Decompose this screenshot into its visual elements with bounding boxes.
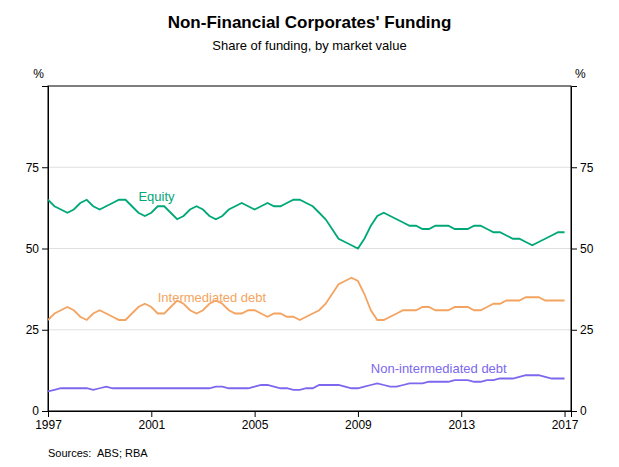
grid [48,167,571,411]
tick: 50 [26,242,48,256]
y-axis: 0 25 50 75 [26,87,49,419]
y2-axis: 0 25 50 75 [571,87,594,419]
tick-mark [571,330,577,331]
tick-label: 75 [580,161,594,175]
tick: 0 [32,404,48,418]
series-line [48,278,565,320]
tick-label: 25 [26,323,40,337]
tick-label: 1997 [35,418,62,432]
grid-line [48,329,571,330]
tick: 2017 [552,411,579,432]
tick-label: 0 [32,404,39,418]
tick: 75 [26,161,48,175]
line-label: Non-intermediated debt [371,361,507,376]
subtitle: Share of funding, by market value [212,38,406,53]
title: Non-Financial Corporates' Funding [168,13,452,32]
tick: 2009 [345,411,372,432]
line-label: Intermediated debt [158,290,267,305]
tick-label: 75 [26,161,40,175]
tick-label: 0 [580,404,587,418]
tick-mark [571,167,577,168]
series-line [48,200,565,249]
plot: 19972001200520092013201702550750255075%%… [26,67,594,432]
tick-label: 2001 [138,418,165,432]
tick-label: 50 [580,242,594,256]
tick-mark [151,411,152,417]
axis-line [572,87,578,412]
line-labels: Equity Intermediated debt Non-intermediate… [138,189,507,376]
y2-axis-label: % [575,67,586,81]
tick-label: 2009 [345,418,372,432]
tick-mark [42,167,48,168]
tick-label: 25 [580,323,594,337]
source: Sources: ABS; RBA [48,447,148,459]
grid-line [48,167,571,168]
tick-mark [571,249,577,250]
line-label: Equity [138,189,175,204]
tick: 75 [571,161,594,175]
tick: 25 [26,323,48,337]
tick: 2005 [242,411,269,432]
tick-mark [42,249,48,250]
plot-frame [48,86,571,411]
tick-mark [461,411,462,417]
series-lines [48,200,565,392]
tick: 50 [571,242,594,256]
axis-line [49,412,572,418]
tick: 2013 [448,411,475,432]
tick-mark [42,330,48,331]
tick-mark [358,411,359,417]
chart: Non-Financial Corporates' Funding Share o… [0,0,619,467]
tick-label: 2013 [448,418,475,432]
tick: 2001 [138,411,165,432]
tick-label: 2005 [242,418,269,432]
tick-label: 2017 [552,418,579,432]
y-axis-label: % [33,67,44,81]
x-axis: 1997 2001 2005 2009 2013 2017 [35,411,579,432]
tick-mark [42,411,48,412]
tick-mark [255,411,256,417]
tick-mark [571,411,577,412]
tick: 25 [571,323,594,337]
grid-line [48,248,571,249]
tick: 1997 [35,411,62,432]
series-line [48,375,565,391]
tick-mark [565,411,566,417]
tick: 0 [571,404,587,418]
axis-line [42,87,49,412]
tick-label: 50 [26,242,40,256]
